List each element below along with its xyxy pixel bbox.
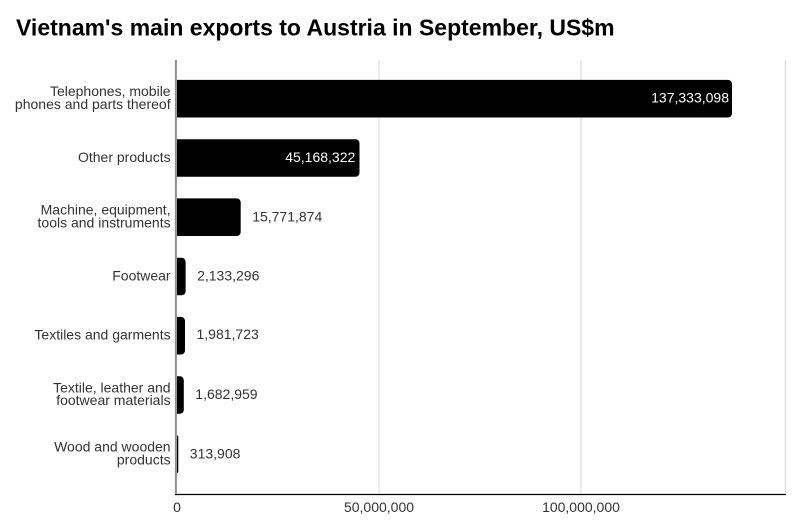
svg-text:313,908: 313,908 [190,445,241,461]
svg-text:Textiles and garments: Textiles and garments [34,327,170,343]
svg-text:137,333,098: 137,333,098 [651,90,729,106]
svg-text:0: 0 [173,499,181,515]
svg-text:50,000,000: 50,000,000 [344,499,414,515]
svg-text:Wood and wooden: Wood and wooden [54,439,171,455]
svg-text:1,682,959: 1,682,959 [195,386,257,402]
svg-text:footwear materials: footwear materials [56,392,170,408]
svg-text:100,000,000: 100,000,000 [542,499,620,515]
svg-text:tools and instruments: tools and instruments [38,214,171,230]
svg-text:Vietnam's main exports to Aust: Vietnam's main exports to Austria in Sep… [16,14,615,40]
svg-text:Other products: Other products [78,149,171,165]
svg-text:phones and parts thereof: phones and parts thereof [15,96,171,112]
svg-text:Footwear: Footwear [112,268,171,284]
svg-text:2,133,296: 2,133,296 [197,268,259,284]
svg-text:45,168,322: 45,168,322 [285,149,355,165]
svg-text:15,771,874: 15,771,874 [252,208,322,224]
svg-text:Telephones, mobile: Telephones, mobile [50,83,171,99]
svg-text:Machine, equipment,: Machine, equipment, [41,202,171,218]
svg-text:1,981,723: 1,981,723 [197,326,259,342]
svg-text:products: products [117,451,171,467]
svg-text:Textile, leather and: Textile, leather and [53,379,171,395]
